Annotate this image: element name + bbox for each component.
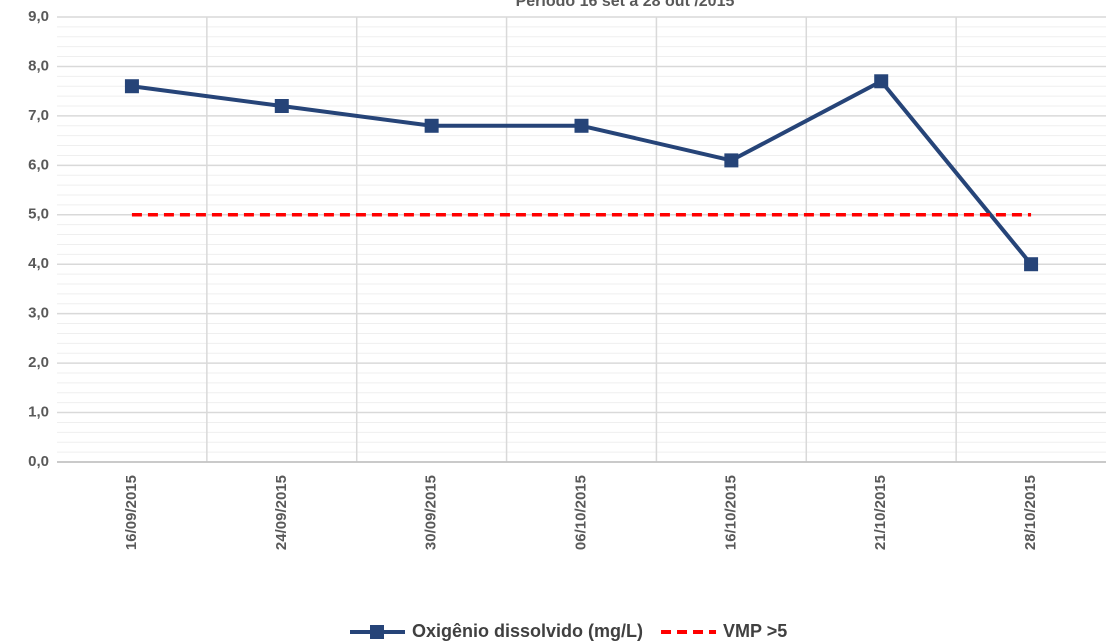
x-tick-label: 16/10/2015 [722, 475, 739, 550]
x-tick-label: 30/09/2015 [423, 475, 440, 550]
y-tick-label: 0,0 [28, 453, 49, 470]
y-tick-label: 9,0 [28, 8, 49, 25]
data-point [724, 153, 739, 168]
series-line [131, 79, 1033, 266]
y-tick-label: 2,0 [28, 354, 49, 371]
y-tick-label: 5,0 [28, 206, 49, 223]
y-tick-label: 4,0 [28, 255, 49, 272]
legend-label: Oxigênio dissolvido (mg/L) [412, 621, 643, 641]
data-point [424, 118, 439, 133]
data-point [874, 74, 889, 89]
x-tick-label: 24/09/2015 [273, 475, 290, 550]
x-tick-label: 16/09/2015 [123, 475, 140, 550]
y-tick-label: 8,0 [28, 57, 49, 74]
y-tick-label: 6,0 [28, 156, 49, 173]
legend-label: VMP >5 [723, 621, 787, 641]
data-point [574, 118, 589, 133]
legend-marker [370, 625, 384, 639]
y-tick-label: 3,0 [28, 305, 49, 322]
x-tick-label: 28/10/2015 [1022, 475, 1039, 550]
data-point [274, 99, 289, 113]
data-point [1024, 257, 1039, 272]
x-tick-label: 06/10/2015 [572, 475, 589, 550]
data-point [124, 79, 139, 94]
y-tick-label: 7,0 [28, 107, 49, 124]
chart-title: Período 16 set a 28 out /2015 [516, 0, 735, 10]
x-tick-label: 21/10/2015 [872, 475, 889, 550]
y-tick-label: 1,0 [28, 404, 49, 421]
